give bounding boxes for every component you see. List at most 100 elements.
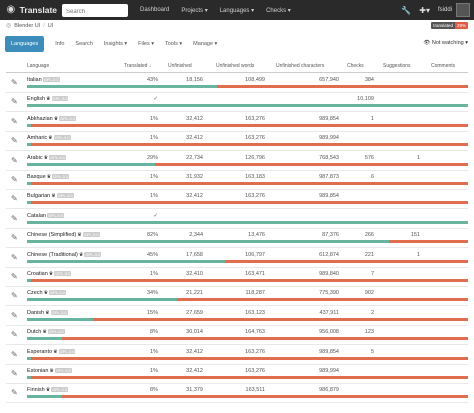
table-row[interactable]: ✎ Chinese (Traditional)♛ GPL-3.0 45% 17,658 1…	[0, 249, 474, 268]
edit-icon[interactable]: ✎	[11, 175, 18, 184]
table-row[interactable]: ✎ Arabic♛ GPL-3.0 29% 22,734 126,796 768,543 57…	[0, 152, 474, 171]
language-name[interactable]: Chinese (Traditional)♛ GPL-3.0	[27, 251, 102, 258]
language-label[interactable]: Amharic	[27, 135, 48, 142]
language-label[interactable]: Basque	[27, 174, 46, 180]
language-name[interactable]: Estonian♛ GPL-3.0	[27, 368, 72, 374]
table-row[interactable]: ✎ Chinese (Simplified)♛ GPL-3.0 82% 2,344 13,…	[0, 229, 474, 249]
checks-count[interactable]: 576	[364, 154, 374, 161]
tab-search[interactable]: Search	[75, 41, 93, 47]
table-row[interactable]: ✎ Bulgarian♛ GPL-3.0 1% 32,412 163,276 989,854	[0, 190, 474, 210]
table-row[interactable]: ✎ Danish♛ GPL-3.0 15% 27,659 163,123 437,911 2	[0, 307, 474, 326]
language-name[interactable]: Czech♛ GPL-3.0	[27, 290, 66, 296]
checks-count[interactable]: 221	[364, 251, 374, 258]
unfinished-count[interactable]: 32,412	[186, 348, 203, 355]
col-unfinished-words[interactable]: Unfinished words	[216, 63, 255, 69]
user-name[interactable]: fsiddi	[437, 7, 452, 13]
language-label[interactable]: Estonian	[27, 368, 49, 374]
table-row[interactable]: ✎ Italian GPL-3.0 43% 18,156 108,499 657,940 38…	[0, 74, 474, 93]
language-label[interactable]: English	[27, 96, 46, 103]
language-name[interactable]: Croatian♛ GPL-3.0	[27, 271, 72, 277]
edit-icon[interactable]: ✎	[11, 78, 18, 87]
unfinished-count[interactable]: 32,412	[186, 368, 203, 374]
checks-count[interactable]: 384	[364, 77, 374, 83]
table-row[interactable]: ✎ English♛ GPL-3.0 ✓ 10,109	[0, 93, 474, 113]
table-row[interactable]: ✎ Amharic♛ GPL-3.0 1% 32,412 163,276 989,994	[0, 132, 474, 152]
language-name[interactable]: Finnish♛ GPL-3.0	[27, 387, 69, 394]
language-label[interactable]: Abkhazian	[27, 115, 53, 122]
unfinished-count[interactable]: 32,412	[186, 115, 203, 122]
unfinished-count[interactable]: 32,410	[186, 271, 203, 277]
col-translated[interactable]: Translated ↓	[124, 63, 152, 69]
unfinished-count[interactable]: 30,014	[186, 329, 203, 336]
wrench-icon[interactable]: 🔧	[401, 5, 412, 15]
language-name[interactable]: Danish♛ GPL-3.0	[27, 310, 68, 316]
checks-count[interactable]: 902	[364, 290, 374, 297]
table-row[interactable]: ✎ Czech♛ GPL-3.0 34% 21,221 118,287 775,390 902	[0, 287, 474, 307]
add-icon[interactable]: ✚▾	[419, 5, 430, 15]
unfinished-count[interactable]: 27,659	[186, 309, 203, 316]
language-name[interactable]: Catalan GPL-3.0	[27, 213, 64, 219]
tab-languages[interactable]: Languages	[5, 36, 45, 52]
col-unfinished[interactable]: Unfinished	[168, 63, 192, 69]
language-label[interactable]: Croatian	[27, 271, 48, 277]
language-name[interactable]: Abkhazian♛ GPL-3.0	[27, 115, 77, 122]
language-label[interactable]: Danish	[27, 309, 45, 316]
language-name[interactable]: Chinese (Simplified)♛ GPL-3.0	[27, 232, 100, 238]
col-unfinished-chars[interactable]: Unfinished characters	[276, 63, 325, 69]
watch-dropdown[interactable]: 👁 Not watching ▾	[423, 40, 468, 46]
table-row[interactable]: ✎ Esperanto♛ GPL-3.0 1% 32,412 163,276 989,854…	[0, 346, 474, 365]
edit-icon[interactable]: ✎	[11, 97, 18, 107]
edit-icon[interactable]: ✎	[11, 291, 18, 301]
edit-icon[interactable]: ✎	[11, 213, 18, 223]
language-label[interactable]: Dutch	[27, 329, 42, 336]
edit-icon[interactable]: ✎	[11, 310, 18, 320]
tab-insights[interactable]: Insights ▾	[103, 41, 128, 47]
suggestions-count[interactable]: 151	[410, 232, 420, 239]
unfinished-count[interactable]: 22,734	[186, 154, 203, 161]
tab-files[interactable]: Files ▾	[138, 41, 155, 47]
edit-icon[interactable]: ✎	[11, 272, 18, 281]
language-name[interactable]: Esperanto♛ GPL-3.0	[27, 349, 76, 355]
unfinished-count[interactable]: 18,156	[186, 77, 203, 83]
edit-icon[interactable]: ✎	[11, 233, 18, 243]
language-label[interactable]: Chinese (Traditional)	[27, 251, 78, 258]
checks-count[interactable]: 5	[370, 348, 374, 355]
col-checks[interactable]: Checks	[347, 63, 364, 69]
tab-info[interactable]: Info	[55, 41, 65, 47]
nav-link-languages[interactable]: Languages ▾	[219, 7, 255, 14]
tab-tools[interactable]: Tools ▾	[165, 41, 183, 47]
checks-count[interactable]: 266	[364, 232, 374, 239]
unfinished-count[interactable]: 31,379	[186, 387, 203, 394]
nav-link-projects[interactable]: Projects ▾	[181, 7, 208, 14]
checks-count[interactable]: 7	[370, 271, 374, 277]
checks-count[interactable]: 123	[364, 329, 374, 336]
checks-count[interactable]: 10,109	[357, 96, 374, 103]
col-comments[interactable]: Comments	[431, 63, 456, 69]
tab-manage[interactable]: Manage ▾	[193, 41, 218, 47]
language-label[interactable]: Czech	[27, 290, 43, 297]
translation-badge[interactable]: translated 29%	[431, 22, 468, 29]
suggestions-count[interactable]: 1	[416, 154, 420, 161]
table-row[interactable]: ✎ Basque♛ GPL-3.0 1% 31,932 163,183 987,873 6	[0, 171, 474, 190]
edit-icon[interactable]: ✎	[11, 349, 18, 359]
edit-icon[interactable]: ✎	[11, 155, 18, 165]
language-name[interactable]: Bulgarian♛ GPL-3.0	[27, 193, 74, 199]
edit-icon[interactable]: ✎	[11, 194, 18, 204]
table-row[interactable]: ✎ Finnish♛ GPL-3.0 8% 31,379 163,511 986,879	[0, 384, 474, 404]
language-label[interactable]: Italian	[27, 77, 42, 83]
language-label[interactable]: Finnish	[27, 387, 45, 394]
breadcrumb-project[interactable]: Blender UI	[14, 22, 41, 29]
edit-icon[interactable]: ✎	[11, 388, 18, 398]
search-input[interactable]	[62, 3, 128, 17]
edit-icon[interactable]: ✎	[11, 369, 18, 378]
language-name[interactable]: Basque♛ GPL-3.0	[27, 174, 70, 180]
unfinished-count[interactable]: 17,658	[186, 251, 203, 258]
suggestions-count[interactable]: 1	[416, 251, 420, 258]
language-name[interactable]: English♛ GPL-3.0	[27, 96, 69, 103]
language-name[interactable]: Amharic♛ GPL-3.0	[27, 135, 71, 141]
checks-count[interactable]: 2	[370, 309, 374, 316]
col-suggestions[interactable]: Suggestions	[383, 63, 411, 69]
checks-count[interactable]: 1	[370, 115, 374, 122]
edit-icon[interactable]: ✎	[11, 330, 18, 340]
nav-link-checks[interactable]: Checks ▾	[266, 7, 291, 14]
